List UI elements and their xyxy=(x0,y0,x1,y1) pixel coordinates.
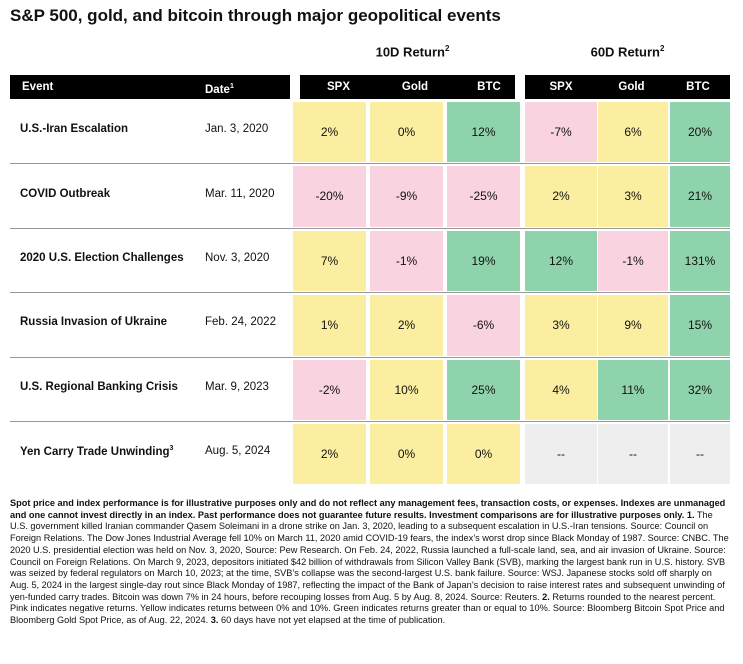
row-separator xyxy=(10,227,730,229)
return-60d-spx-cell: 3% xyxy=(525,295,597,356)
return-10d-btc-cell: 0% xyxy=(447,424,520,485)
event-footnote-sup: 3 xyxy=(169,445,174,453)
header-60d-btc: BTC xyxy=(686,81,710,93)
group-header-60d: 60D Return2 xyxy=(525,44,730,59)
return-10d-gold-cell: 10% xyxy=(370,359,443,420)
return-10d-btc-cell: 25% xyxy=(447,359,520,420)
event-date: Feb. 24, 2022 xyxy=(205,316,276,329)
return-10d-gold-cell: -9% xyxy=(370,166,443,227)
disclaimer-text: Spot price and index performance is for … xyxy=(10,498,726,520)
footnote-1-label: 1. xyxy=(686,509,695,520)
header-date: Date1 xyxy=(205,75,234,99)
return-10d-btc-cell: -6% xyxy=(447,295,520,356)
return-10d-spx-cell: 2% xyxy=(293,424,366,485)
event-name: COVID Outbreak xyxy=(20,187,111,200)
header-60d-gold: Gold xyxy=(618,81,645,93)
event-label: U.S.-Iran Escalation xyxy=(20,123,128,135)
return-10d-spx-cell: -2% xyxy=(293,359,366,420)
header-10d-spx: SPX xyxy=(326,81,350,93)
return-60d-btc-cell: 15% xyxy=(670,295,730,356)
row-separator xyxy=(10,356,730,358)
footnote-2-label: 2. xyxy=(542,591,550,602)
return-60d-spx-cell: 2% xyxy=(525,166,597,227)
group-header-10d: 10D Return2 xyxy=(300,44,525,59)
header-gap-2 xyxy=(515,75,525,99)
return-60d-gold-cell: 3% xyxy=(598,166,668,227)
header-date-sup: 1 xyxy=(229,83,234,90)
return-60d-btc-cell: 21% xyxy=(670,166,730,227)
return-60d-gold-cell: -1% xyxy=(598,230,668,292)
header-10d-gold: Gold xyxy=(401,81,429,93)
header-gap-1 xyxy=(290,75,300,99)
return-60d-spx-cell: -- xyxy=(525,424,597,485)
group-header-60d-sup: 2 xyxy=(659,44,665,53)
row-separator xyxy=(10,421,730,422)
event-label: COVID Outbreak xyxy=(20,188,110,200)
event-date: Mar. 9, 2023 xyxy=(205,380,269,393)
event-name: Russia Invasion of Ukraine xyxy=(20,316,167,329)
footnotes: Spot price and index performance is for … xyxy=(10,498,732,627)
row-separator xyxy=(10,163,730,165)
event-label: U.S. Regional Banking Crisis xyxy=(20,381,178,393)
event-date: Aug. 5, 2024 xyxy=(205,445,271,458)
event-date: Mar. 11, 2020 xyxy=(205,187,275,200)
return-60d-btc-cell: 20% xyxy=(670,102,730,163)
group-header-10d-label: 10D Return xyxy=(375,44,445,60)
return-60d-gold-cell: 11% xyxy=(598,359,668,420)
return-10d-spx-cell: 1% xyxy=(293,295,366,356)
return-60d-spx-cell: -7% xyxy=(525,102,597,163)
event-name: U.S.-Iran Escalation xyxy=(20,123,129,136)
return-60d-gold-cell: -- xyxy=(598,424,668,485)
event-date: Jan. 3, 2020 xyxy=(205,123,269,136)
return-10d-spx-cell: 7% xyxy=(293,230,366,292)
return-10d-gold-cell: 2% xyxy=(370,295,443,356)
group-header-10d-sup: 2 xyxy=(444,44,450,53)
row-separator xyxy=(10,292,730,294)
return-60d-btc-cell: 32% xyxy=(670,359,730,420)
event-label: Yen Carry Trade Unwinding3 xyxy=(20,445,173,458)
event-name: Yen Carry Trade Unwinding xyxy=(20,446,170,459)
chart-title: S&P 500, gold, and bitcoin through major… xyxy=(10,6,501,25)
return-60d-gold-cell: 6% xyxy=(598,102,668,163)
return-10d-gold-cell: 0% xyxy=(370,102,443,163)
return-10d-btc-cell: 19% xyxy=(447,230,520,292)
table-header-row: Event Date1 SPX Gold BTC SPX Gold BTC xyxy=(10,75,730,99)
event-label: Russia Invasion of Ukraine xyxy=(20,316,167,328)
header-date-label: Date xyxy=(205,83,230,96)
group-header-60d-label: 60D Return xyxy=(590,44,660,60)
return-10d-gold-cell: 0% xyxy=(370,424,443,485)
event-name: U.S. Regional Banking Crisis xyxy=(20,380,178,393)
footnote-3-text: 60 days have not yet elapsed at the time… xyxy=(220,615,446,626)
footnote-3-label: 3. xyxy=(210,615,219,626)
return-10d-spx-cell: -20% xyxy=(293,166,366,227)
return-60d-btc-cell: -- xyxy=(670,424,730,485)
footnote-2-text: Returns rounded to the nearest percent. … xyxy=(10,591,725,626)
return-60d-gold-cell: 9% xyxy=(598,295,668,356)
return-60d-btc-cell: 131% xyxy=(670,230,730,292)
return-60d-spx-cell: 12% xyxy=(525,230,597,292)
header-event: Event xyxy=(22,81,54,93)
header-60d-spx: SPX xyxy=(549,81,573,93)
return-10d-btc-cell: 12% xyxy=(447,102,520,163)
footnote-1-text: The U.S. government killed Iranian comma… xyxy=(10,509,729,602)
return-60d-spx-cell: 4% xyxy=(525,359,597,420)
return-10d-gold-cell: -1% xyxy=(370,230,443,292)
return-10d-btc-cell: -25% xyxy=(447,166,520,227)
event-date: Nov. 3, 2020 xyxy=(205,252,270,264)
header-10d-btc: BTC xyxy=(477,81,501,93)
event-name: 2020 U.S. Election Challenges xyxy=(20,252,184,264)
event-label: 2020 U.S. Election Challenges xyxy=(20,252,184,264)
return-10d-spx-cell: 2% xyxy=(293,102,366,163)
